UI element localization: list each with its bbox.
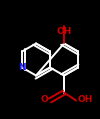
Text: N: N [18,63,26,72]
Text: OH: OH [78,95,93,104]
Text: OH: OH [56,27,72,36]
Text: O: O [40,95,48,104]
